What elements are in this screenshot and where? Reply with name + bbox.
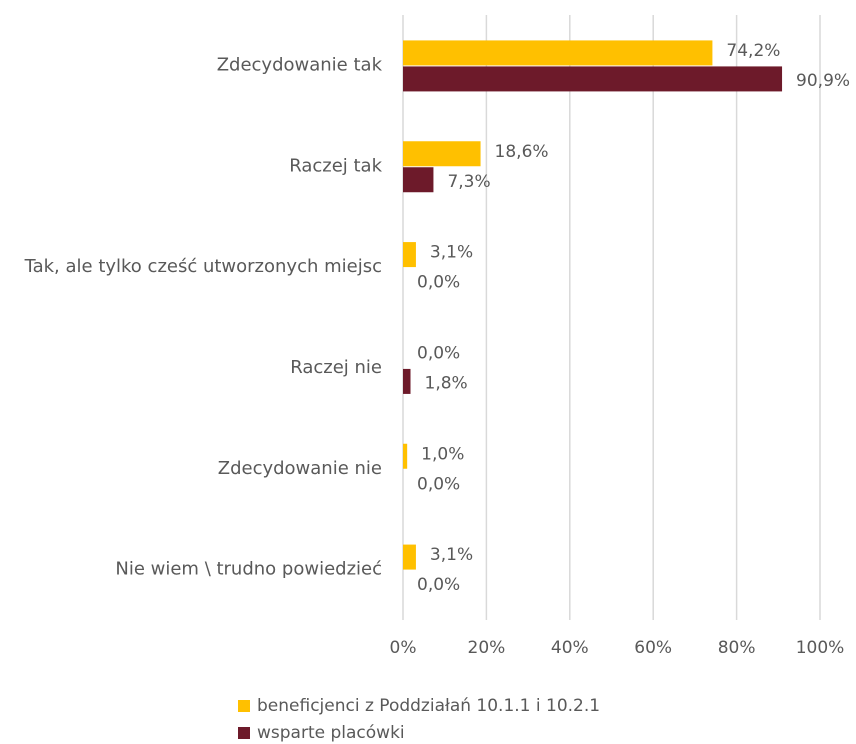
value-label: 0,0% (417, 575, 460, 595)
legend-swatch (238, 700, 250, 712)
value-label: 18,6% (495, 142, 549, 162)
value-label: 3,1% (430, 243, 473, 263)
x-tick-label: 80% (718, 638, 756, 658)
value-label: 0,0% (417, 343, 460, 363)
value-label: 7,3% (447, 172, 490, 192)
y-tick-label: Zdecydowanie tak (217, 54, 383, 75)
bar (403, 368, 411, 394)
x-tick-label: 20% (468, 638, 506, 658)
x-tick-label: 100% (796, 638, 845, 658)
value-label: 1,0% (421, 444, 464, 464)
y-tick-label: Tak, ale tylko cześć utworzonych miejsc (24, 256, 382, 277)
y-tick-label: Nie wiem \ trudno powiedzieć (115, 559, 382, 580)
y-tick-label: Raczej nie (290, 357, 382, 378)
bar (403, 141, 481, 167)
bar (403, 66, 783, 92)
legend-swatch (238, 727, 250, 739)
value-label: 74,2% (726, 41, 780, 61)
x-tick-label: 60% (634, 638, 672, 658)
bar (403, 167, 434, 193)
legend-label: wsparte placówki (257, 723, 405, 743)
bar (403, 40, 713, 66)
y-tick-label: Raczej tak (289, 155, 382, 176)
value-label: 3,1% (430, 545, 473, 565)
legend-label: beneficjenci z Poddziałań 10.1.1 i 10.2.… (257, 696, 600, 716)
x-tick-label: 40% (551, 638, 589, 658)
x-tick-label: 0% (390, 638, 417, 658)
value-label: 0,0% (417, 273, 460, 293)
value-label: 1,8% (425, 373, 468, 393)
bar (403, 242, 416, 268)
value-label: 90,9% (796, 71, 850, 91)
bar (403, 443, 408, 469)
y-tick-label: Zdecydowanie nie (218, 458, 382, 479)
value-label: 0,0% (417, 474, 460, 494)
bar (403, 544, 416, 570)
